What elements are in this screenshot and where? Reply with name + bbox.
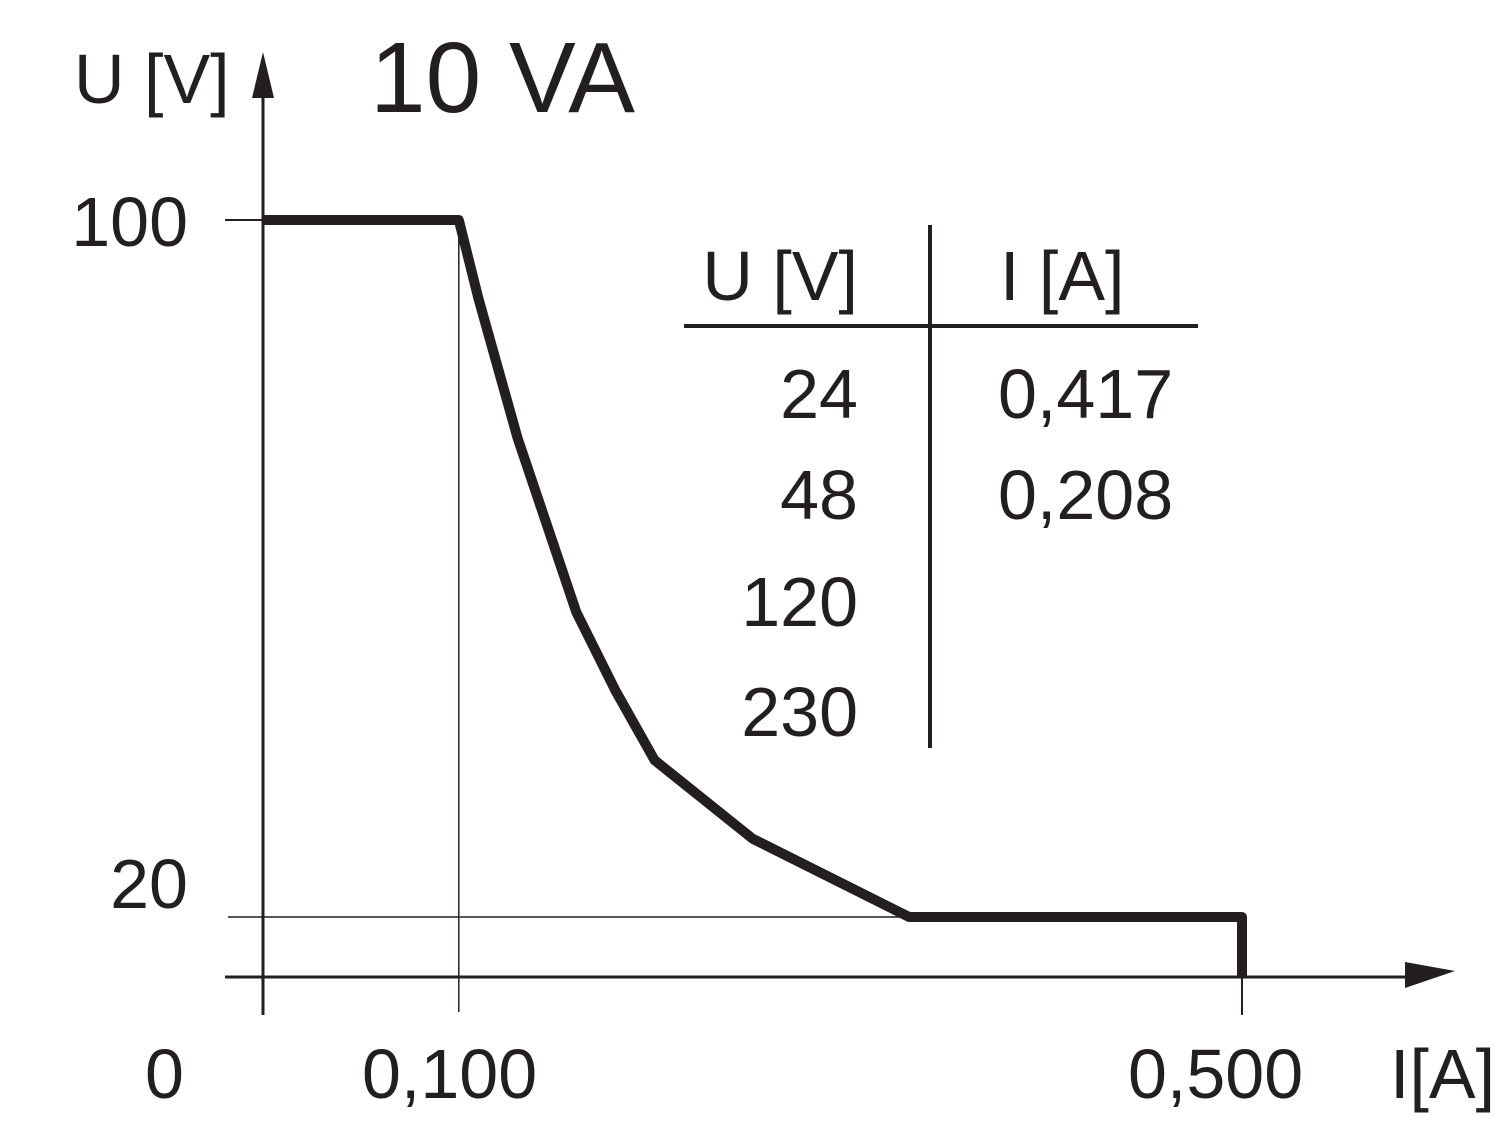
origin-label: 0: [145, 1035, 184, 1113]
table-cell-current: 0,417: [998, 355, 1173, 433]
inset-table: U [V] I [A] 24 0,417 48 0,208 120 230: [684, 225, 1198, 751]
x-axis-arrow: [1405, 962, 1455, 988]
y-tick-label: 20: [110, 845, 188, 923]
axes: [225, 52, 1455, 1015]
table-cell-voltage: 120: [741, 563, 858, 641]
table-header-voltage: U [V]: [702, 237, 858, 315]
series-line: [263, 215, 1247, 977]
y-axis-arrow: [252, 52, 274, 98]
chart-title: 10 VA: [370, 22, 635, 134]
table-cell-voltage: 24: [780, 355, 858, 433]
reference-lines: [225, 219, 1243, 1015]
table-cell-current: 0,208: [998, 456, 1173, 534]
table-header-current: I [A]: [1000, 237, 1124, 315]
x-tick-label: 0,100: [362, 1035, 537, 1113]
table-rows: 24 0,417 48 0,208 120 230: [741, 355, 1173, 751]
x-axis-label: I[A]: [1390, 1035, 1495, 1113]
tick-labels: 100 20 0,100 0,500: [71, 183, 1303, 1113]
y-tick-label: 100: [71, 183, 188, 261]
table-cell-voltage: 48: [780, 456, 858, 534]
x-tick-label: 0,500: [1128, 1035, 1303, 1113]
y-axis-label: U [V]: [74, 40, 230, 118]
table-cell-voltage: 230: [741, 673, 858, 751]
